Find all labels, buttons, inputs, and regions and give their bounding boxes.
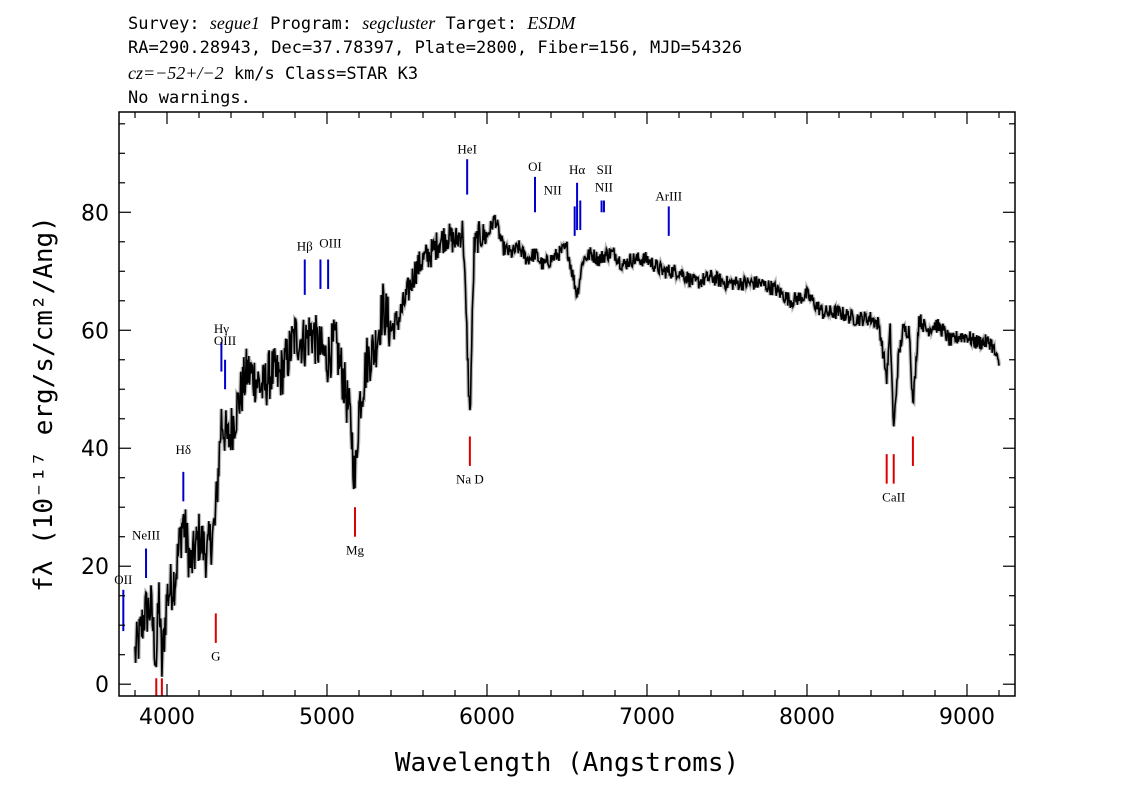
emission-line-label: SII [597,162,613,177]
spectrum-error-band [133,214,1001,677]
y-tick-label: 0 [95,673,109,698]
y-axis: 0 20 40 60 80 [81,123,1015,698]
header-line-3: cz=−52+/−2 km/s Class=STAR K3 [128,62,418,85]
target-value: ESDM [527,13,576,33]
survey-value: segue1 [209,13,260,33]
absorption-line-label: Na D [456,472,484,487]
class-value: km/s Class=STAR K3 [223,64,419,84]
absorption-lines: G Mg Na D CaII [155,436,914,696]
x-tick-label: 9000 [939,705,995,730]
emission-line-label: OIII [214,333,236,348]
header-line-4: No warnings. [128,88,251,108]
x-tick-label: 5000 [299,705,355,730]
x-tick-label: 4000 [139,705,195,730]
emission-line-label: OIII [319,236,341,251]
redshift-value: cz=−52+/−2 [128,63,224,83]
emission-line-label: NII [544,183,562,198]
y-tick-label: 20 [81,555,109,580]
absorption-line-label: Mg [346,542,365,557]
absorption-line-label: G [211,649,220,664]
spectrum-series [133,214,1001,677]
header-line-2: RA=290.28943, Dec=37.78397, Plate=2800, … [128,38,743,58]
x-tick-label: 7000 [619,705,675,730]
x-tick-label: 6000 [459,705,515,730]
y-tick-label: 60 [81,319,109,344]
y-tick-label: 40 [81,437,109,462]
emission-line-label: NII [595,180,613,195]
x-axis: 4000 5000 6000 7000 8000 9000 [134,112,1000,730]
x-axis-title: Wavelength (Angstroms) [395,748,739,778]
emission-line-label: ArIII [655,188,682,203]
emission-line-label: Hγ [214,321,229,336]
emission-line-label: Hβ [297,239,313,254]
emission-line-label: HeI [457,141,477,156]
emission-line-label: Hα [569,162,585,177]
emission-line-label: Hδ [176,442,192,457]
absorption-line-label: CaII [882,489,905,504]
y-tick-label: 80 [81,201,109,226]
x-tick-label: 8000 [779,705,835,730]
program-label: Program: [259,14,363,34]
emission-line-label: OI [528,159,542,174]
header-line-1: Survey: segue1 Program: segcluster Targe… [128,12,575,35]
plot-frame [118,111,1016,697]
survey-label: Survey: [128,14,210,34]
spectrum-line [134,214,1000,677]
emission-line-label: NeIII [132,528,160,543]
emission-line-label: OII [114,572,132,587]
target-label: Target: [435,14,528,34]
program-value: segcluster [362,13,436,33]
y-axis-title: fλ (10⁻¹⁷ erg/s/cm²/Ang) [29,216,59,592]
